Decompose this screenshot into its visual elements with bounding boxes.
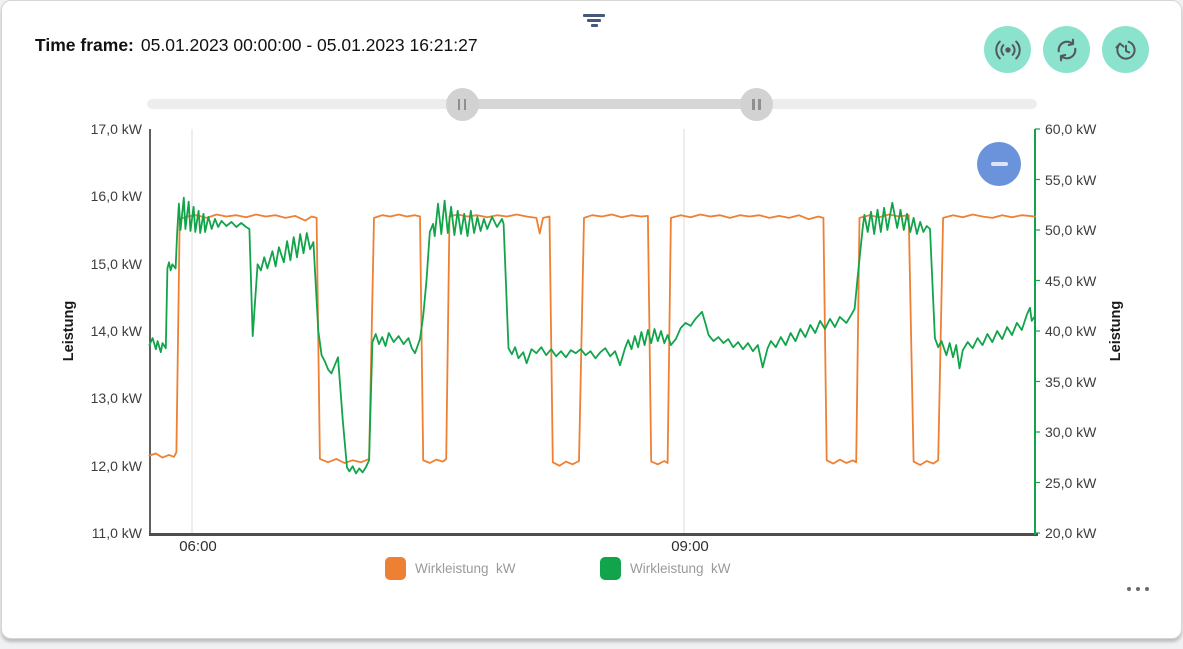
- y-left-tick-label: 12,0 kW: [90, 457, 142, 474]
- y-right-tick-label: 50,0 kW: [1045, 222, 1097, 238]
- y-left-tick-label: 11,0 kW: [91, 525, 142, 541]
- legend-item[interactable]: Wirkleistung kW: [600, 557, 731, 580]
- filter-bar: [590, 24, 598, 27]
- y-right-tick-label: 55,0 kW: [1045, 171, 1097, 188]
- time-frame-value: 05.01.2023 00:00:00 - 05.01.2023 16:21:2…: [140, 35, 478, 55]
- live-broadcast-button[interactable]: [984, 26, 1031, 73]
- x-tick-label: 09:00: [671, 538, 709, 555]
- broadcast-icon: [994, 40, 1021, 59]
- y-left-tick-label: 15,0 kW: [90, 255, 142, 272]
- y-left-tick-label: 17,0 kW: [90, 121, 142, 137]
- y-left-tick-label: 14,0 kW: [90, 323, 142, 339]
- y-right-tick-label: 60,0 kW: [1045, 121, 1097, 137]
- time-frame-label: Time frame:: [35, 35, 134, 55]
- legend-label: Wirkleistung kW: [630, 561, 731, 576]
- pause-bars-icon: [457, 99, 461, 110]
- legend-label: Wirkleistung kW: [415, 561, 516, 576]
- legend-item[interactable]: Wirkleistung kW: [385, 557, 516, 580]
- time-range-slider: [147, 88, 1037, 121]
- pause-bars-icon: [752, 99, 755, 110]
- y-left-tick-label: 13,0 kW: [90, 390, 142, 407]
- filter-bar: [587, 19, 601, 22]
- y-left-tick-label: 16,0 kW: [90, 188, 142, 205]
- y-axis-title-right: Leistung: [1108, 300, 1124, 362]
- y-axis-title-left: Leistung: [61, 300, 77, 362]
- pause-bars-icon: [758, 99, 761, 110]
- zoom-out-button[interactable]: [977, 142, 1021, 186]
- time-frame-title: Time frame: 05.01.2023 00:00:00 - 05.01.2…: [35, 35, 478, 56]
- filter-bar: [583, 14, 605, 17]
- y-right-tick-label: 35,0 kW: [1045, 373, 1097, 390]
- y-right-tick-label: 20,0 kW: [1045, 525, 1097, 541]
- y-right-tick-label: 30,0 kW: [1045, 424, 1097, 440]
- refresh-button[interactable]: [1043, 26, 1090, 73]
- ellipsis-icon: [1135, 586, 1141, 592]
- filter-icon[interactable]: [583, 14, 605, 30]
- y-right-tick-label: 40,0 kW: [1045, 323, 1097, 339]
- ellipsis-icon: [1144, 586, 1150, 592]
- slider-handle-right[interactable]: [740, 88, 774, 121]
- ellipsis-icon: [1126, 586, 1132, 592]
- slider-selected-range[interactable]: [462, 99, 757, 109]
- refresh-icon: [1057, 38, 1076, 61]
- more-options-button[interactable]: [1118, 579, 1158, 599]
- y-right-tick-label: 25,0 kW: [1045, 474, 1097, 491]
- series-line-0: [148, 213, 1036, 467]
- history-button[interactable]: [1102, 26, 1149, 73]
- y-right-tick-label: 45,0 kW: [1045, 272, 1097, 289]
- legend-swatch: [385, 557, 406, 580]
- slider-handle-left[interactable]: [445, 88, 479, 121]
- legend-swatch: [600, 557, 621, 580]
- pause-bars-icon: [463, 99, 467, 110]
- history-icon: [1114, 40, 1136, 60]
- minus-icon: [990, 162, 1008, 166]
- x-tick-label: 06:00: [179, 538, 217, 555]
- series-line-1: [148, 196, 1036, 475]
